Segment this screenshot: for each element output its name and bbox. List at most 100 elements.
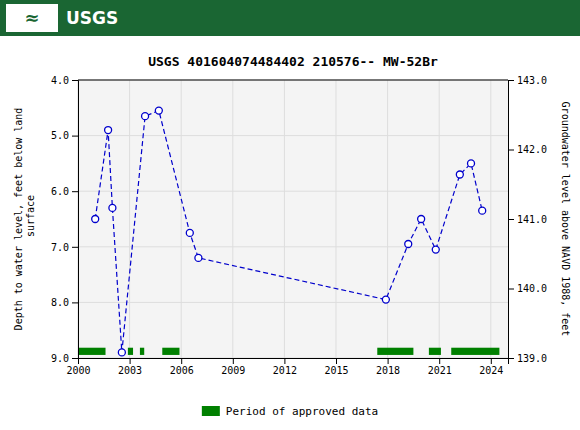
grid-line [490, 80, 491, 358]
tick-label: 139.0 [517, 353, 547, 364]
approved-bar [140, 348, 144, 355]
logo-symbol: ≈ [24, 7, 39, 28]
title: USGS 401604074484402 210576-- MW-52Br [148, 54, 438, 69]
tick: 7.0 [51, 242, 78, 253]
legend: Period of approved data [202, 405, 378, 418]
data-point [118, 349, 125, 356]
tick-mark [439, 358, 440, 364]
y2-axis: 139.0 140.0 141.0 142.0 143.0 [508, 75, 547, 364]
tick-mark [508, 289, 514, 290]
data-point [405, 241, 412, 248]
tick: 2006 [170, 358, 194, 376]
tick: 2021 [428, 358, 452, 376]
tick-label: 5.0 [51, 130, 69, 141]
approved-bar [451, 348, 499, 355]
tick: 6.0 [51, 186, 78, 197]
tick-mark [130, 358, 131, 364]
tick-mark [72, 302, 78, 303]
tick-label: 2018 [376, 365, 400, 376]
grid-line [336, 80, 337, 358]
approved-bar [429, 348, 441, 355]
approved-bar [162, 348, 179, 355]
data-point [105, 127, 112, 134]
tick-mark [508, 358, 514, 359]
tick: 9.0 [51, 353, 78, 364]
legend-item: Period of approved data [202, 405, 378, 418]
marks [78, 107, 499, 356]
tick: 143.0 [508, 75, 547, 86]
tick: 142.0 [508, 144, 547, 155]
tick: 2012 [273, 358, 297, 376]
grid-line [78, 302, 508, 303]
tick: 141.0 [508, 214, 547, 225]
header: ≈ USGS [0, 0, 580, 36]
tick: 2000 [66, 358, 90, 376]
tick-mark [508, 80, 514, 81]
tick: 2015 [324, 358, 348, 376]
tick-mark [508, 150, 514, 151]
plot: 2000200320062009201220152018202120244.05… [51, 75, 547, 376]
data-point [382, 296, 389, 303]
x-axis: 200020032006200920122015201820212024 [66, 358, 508, 376]
grid-line [129, 80, 130, 358]
approved-bar [78, 348, 106, 355]
grid-line [387, 80, 388, 358]
y-axis-title: Depth to water level, feet below land su… [13, 108, 36, 331]
tick-label: 7.0 [51, 242, 69, 253]
data-point [479, 207, 486, 214]
tick-label: 2000 [66, 365, 90, 376]
tick-label: 141.0 [517, 214, 547, 225]
tick-mark [388, 358, 389, 364]
data-point [195, 254, 202, 261]
axis-line [72, 81, 79, 359]
grid [78, 80, 508, 358]
tick-mark [72, 191, 78, 192]
tick-label: 2021 [428, 365, 452, 376]
data-point [456, 171, 463, 178]
approved-bar [128, 348, 133, 355]
approved-bar [377, 348, 413, 355]
tick-label: 4.0 [51, 75, 69, 86]
tick-mark [181, 358, 182, 364]
tick-label: 2006 [170, 365, 194, 376]
grid-line [439, 80, 440, 358]
tick-mark [72, 136, 78, 137]
tick-label: 2024 [479, 365, 503, 376]
tick-label: 2015 [324, 365, 348, 376]
grid-line [284, 80, 285, 358]
tick-mark [508, 219, 514, 220]
grid-line [78, 135, 508, 136]
logo-box [6, 4, 58, 32]
header-bar [0, 0, 580, 36]
data-point [418, 216, 425, 223]
grid-line [181, 80, 182, 358]
tick-mark [72, 247, 78, 248]
data-point [432, 246, 439, 253]
tick-mark [284, 358, 285, 364]
logo-text: USGS [66, 8, 118, 28]
tick: 2018 [376, 358, 400, 376]
tick: 4.0 [51, 75, 78, 86]
tick: 8.0 [51, 297, 78, 308]
grid-line [78, 80, 508, 81]
tick-label: 8.0 [51, 297, 69, 308]
data-point [155, 107, 162, 114]
y-axis: 4.0 5.0 6.0 7.0 8.0 9.0 [51, 75, 79, 364]
tick-mark [336, 358, 337, 364]
tick: 2003 [118, 358, 142, 376]
tick-label: 9.0 [51, 353, 69, 364]
tick-label: 2003 [118, 365, 142, 376]
data-point [109, 204, 116, 211]
axis-line [79, 359, 509, 365]
data-point [186, 229, 193, 236]
tick-label: 142.0 [517, 144, 547, 155]
tick-label: 140.0 [517, 283, 547, 294]
data-line [95, 111, 482, 353]
y2-axis-title: Groundwater level above NAVD 1988, feet [560, 102, 571, 337]
legend-swatch [202, 406, 220, 416]
tick: 140.0 [508, 283, 547, 294]
tick-label: 2012 [273, 365, 297, 376]
tick-mark [491, 358, 492, 364]
tick-label: 6.0 [51, 186, 69, 197]
frame-line [78, 80, 508, 81]
